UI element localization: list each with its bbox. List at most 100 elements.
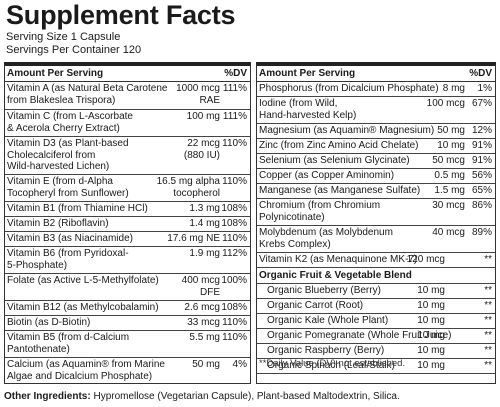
nutrient-amount: 10 mg: [417, 285, 445, 297]
nutrient-amount-line: 22 mcg: [187, 138, 220, 149]
nutrient-name: Vitamin B12 (as Methylcobalamin): [7, 302, 159, 314]
nutrient-amount-line: 0.5 mg: [434, 170, 465, 181]
other-ingredients-text: Hypromellose (Vegetarian Capsule), Plant…: [90, 391, 400, 402]
nutrient-amount: 0.5 mg: [434, 170, 465, 182]
nutrient-name-line: Phosphorus (from Dicalcium Phosphate): [259, 83, 439, 94]
nutrient-amount: 1.4 mg: [189, 218, 220, 230]
blend-item: Organic Spinach (Leaf/Stalk) 10 mg **: [257, 359, 495, 374]
nutrient-name-line: Organic Spinach (Leaf/Stalk): [267, 360, 395, 371]
nutrient-name-line: Vitamin D3 (as Plant-based: [7, 138, 129, 149]
nutrient-amount: 17.6 mg NE: [167, 233, 220, 245]
nutrient-dv: 100%: [221, 275, 247, 286]
nutrient-amount-line: 10 mg: [417, 360, 445, 371]
nutrient-row: Zinc (from Zinc Amino Acid Chelate) 10 mg…: [257, 139, 495, 154]
nutrient-dv: 86%: [471, 200, 492, 211]
nutrient-name-line: from Blakeslea Trispora): [7, 94, 116, 106]
nutrient-dv: 110%: [222, 138, 247, 149]
nutrient-name: Selenium (as Selenium Glycinate): [259, 155, 410, 167]
nutrient-name-line: Vitamin B12 (as Methylcobalamin): [7, 302, 159, 313]
nutrient-amount: 22 mcg (880 IU): [184, 138, 220, 161]
nutrient-row: Vitamin E (from d-Alpha Tocopheryl from S…: [5, 175, 250, 202]
nutrient-amount-line: 50 mcg: [432, 155, 465, 166]
nutrient-amount-line: 10 mg: [417, 345, 445, 356]
blend-item: Organic Carrot (Root) 10 mg **: [257, 299, 495, 314]
nutrient-amount-line: (880 IU): [183, 149, 220, 161]
nutrient-name: Organic Pomegranate (Whole Fruit Juice): [267, 330, 452, 342]
nutrient-amount: 50 mg: [192, 359, 220, 371]
page-title: Supplement Facts: [6, 0, 236, 30]
nutrient-row: Vitamin B6 (from Pyridoxal- 5-Phosphate) 1…: [5, 247, 250, 274]
nutrient-dv: 56%: [471, 170, 492, 181]
nutrient-name-line: Vitamin B3 (as Niacinamide): [7, 233, 133, 244]
nutrient-name-line: Vitamin B6 (from Pyridoxal-: [7, 248, 129, 259]
nutrient-row: Vitamin B2 (Riboflavin) 1.4 mg 108%: [5, 217, 250, 232]
nutrient-amount-line: 1.9 mg: [189, 248, 220, 259]
nutrient-name: Iodine (from Wild, Hand-harvested Kelp): [259, 98, 356, 121]
nutrient-dv: 108%: [221, 302, 247, 313]
nutrient-dv: **: [484, 330, 492, 341]
nutrient-amount: 10 mg: [437, 140, 465, 152]
nutrient-amount: 40 mcg: [432, 227, 465, 239]
nutrient-amount: 100 mg: [187, 111, 220, 123]
nutrient-name: Organic Raspberry (Berry): [267, 345, 384, 357]
nutrient-amount: 16.5 mg alpha tocopherol: [157, 176, 220, 199]
nutrient-row: Vitamin B12 (as Methylcobalamin) 2.6 mcg 1…: [5, 301, 250, 316]
nutrient-name: Folate (as Active L-5-Methylfolate): [7, 275, 159, 287]
nutrient-dv: **: [484, 315, 492, 326]
nutrient-dv: 108%: [221, 218, 247, 229]
nutrient-row: Molybdenum (as Molybdenum Krebs Complex) 4…: [257, 226, 495, 253]
blend-item: Organic Pomegranate (Whole Fruit Juice) 1…: [257, 329, 495, 344]
nutrient-name-line: Cholecalciferol from: [7, 149, 96, 161]
nutrient-dv: 112%: [222, 248, 247, 259]
nutrient-amount: 10 mg: [417, 300, 445, 312]
nutrient-amount: 120 mcg: [406, 254, 445, 265]
nutrient-name-line: Vitamin A (as Natural Beta Carotene: [7, 83, 168, 94]
nutrient-name-line: & Acerola Cherry Extract): [7, 122, 120, 134]
table-header: Amount Per Serving %DV: [5, 66, 250, 82]
nutrient-name-line: Organic Pomegranate (Whole Fruit Juice): [267, 330, 452, 341]
nutrient-amount: 10 mg: [417, 345, 445, 357]
nutrient-dv: 108%: [221, 203, 247, 214]
nutrient-name-line: Selenium (as Selenium Glycinate): [259, 155, 410, 166]
nutrient-name-line: Manganese (as Manganese Sulfate): [259, 185, 421, 196]
dv-header: %DV: [224, 68, 247, 79]
nutrient-amount: 1.3 mg: [189, 203, 220, 215]
nutrient-row: Chromium (from Chromium Polynicotinate) 30…: [257, 199, 495, 226]
nutrient-amount: 50 mg: [437, 125, 465, 137]
nutrient-row: Biotin (as D-Biotin) 33 mcg 110%: [5, 316, 250, 331]
nutrient-name-line: Vitamin C (from L-Ascorbate: [7, 111, 133, 122]
nutrient-name: Vitamin D3 (as Plant-based Cholecalcifero…: [7, 138, 129, 173]
nutrient-amount-line: 10 mg: [417, 330, 445, 341]
other-ingredients-label: Other Ingredients:: [4, 391, 91, 402]
nutrient-amount: 1000 mcg RAE: [176, 83, 220, 106]
nutrient-name: Copper (as Copper Aminomin): [259, 170, 394, 182]
footnote: **Daily Value (DV) not established.: [259, 358, 406, 369]
nutrient-dv: 111%: [222, 83, 247, 94]
nutrient-amount: 8 mg: [443, 83, 465, 95]
nutrient-name: Vitamin E (from d-Alpha Tocopheryl from S…: [7, 176, 129, 199]
nutrient-amount-line: 33 mcg: [187, 317, 220, 328]
nutrient-list-right: Phosphorus (from Dicalcium Phosphate) 8 m…: [257, 82, 495, 253]
nutrient-name-line: Vitamin B1 (from Thiamine HCl): [7, 203, 148, 214]
nutrient-amount-line: 16.5 mg alpha: [156, 176, 220, 187]
nutrient-amount-line: 2.6 mcg: [184, 302, 220, 313]
nutrient-row: Selenium (as Selenium Glycinate) 50 mcg 91…: [257, 154, 495, 169]
servings-per-container: Servings Per Container 120: [6, 44, 142, 56]
nutrient-amount: 100 mcg: [427, 98, 465, 110]
nutrient-amount-line: 8 mg: [442, 83, 465, 94]
nutrient-name: Vitamin B2 (Riboflavin): [7, 218, 109, 230]
nutrient-amount-line: 50 mg: [192, 359, 220, 370]
nutrient-name-line: Biotin (as D-Biotin): [7, 317, 91, 328]
nutrient-amount-line: 1.5 mg: [434, 185, 465, 196]
nutrient-dv: 65%: [471, 185, 492, 196]
nutrient-dv: 110%: [222, 233, 247, 244]
nutrient-dv: **: [484, 285, 492, 296]
nutrient-row: Manganese (as Manganese Sulfate) 1.5 mg 65…: [257, 184, 495, 199]
nutrient-name: Organic Kale (Whole Plant): [267, 315, 388, 327]
nutrient-dv: **: [484, 360, 492, 371]
nutrient-amount: 400 mcg DFE: [182, 275, 220, 298]
nutrient-row: Vitamin B1 (from Thiamine HCl) 1.3 mg 108%: [5, 202, 250, 217]
nutrient-name-line: Organic Raspberry (Berry): [267, 345, 385, 356]
nutrient-name-line: Wild-harvested Lichen): [7, 161, 110, 172]
nutrient-dv: 111%: [222, 111, 247, 122]
